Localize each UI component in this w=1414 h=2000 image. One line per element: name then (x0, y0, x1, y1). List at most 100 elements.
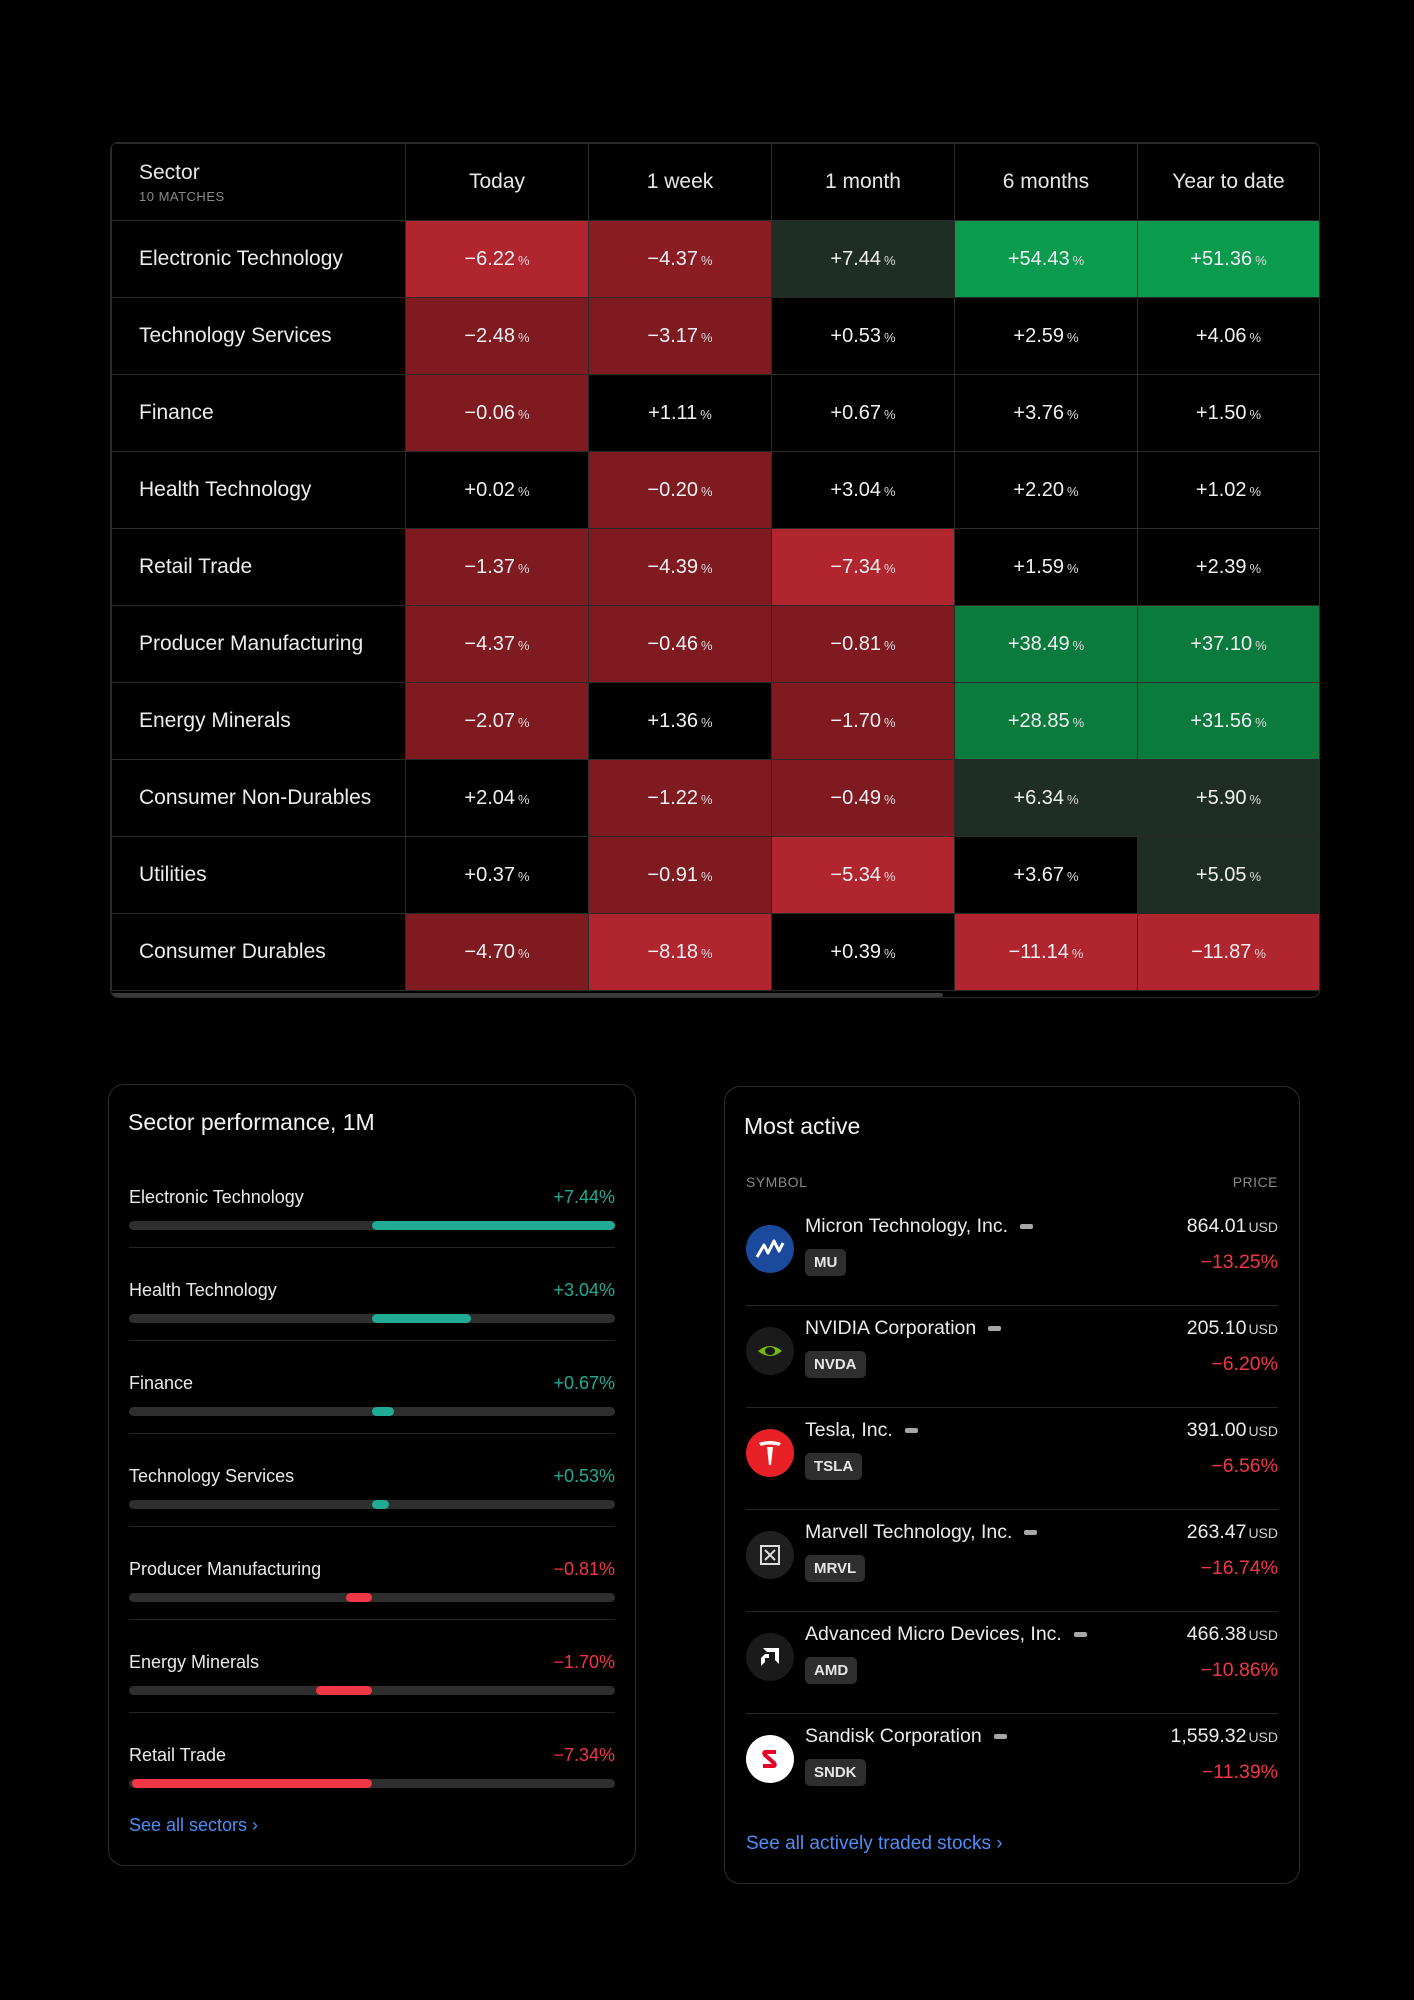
stock-row[interactable]: Advanced Micro Devices, Inc. AMD 466.38 USD… (746, 1613, 1278, 1715)
heatmap-cell: −4.70% (405, 913, 589, 991)
stock-row[interactable]: Micron Technology, Inc. MU 864.01 USD −13.25… (746, 1205, 1278, 1307)
sector-name-cell[interactable]: Utilities (111, 836, 406, 914)
sector-performance-item[interactable]: Producer Manufacturing −0.81% (129, 1549, 615, 1642)
sector-name-cell[interactable]: Consumer Non-Durables (111, 759, 406, 837)
sector-name-cell[interactable]: Health Technology (111, 451, 406, 529)
stock-name[interactable]: Sandisk Corporation (805, 1725, 1007, 1748)
ticker-badge[interactable]: MRVL (805, 1555, 866, 1582)
sector-change-value: −7.34% (553, 1745, 615, 1765)
percent-unit: % (884, 714, 896, 730)
sector-name-cell[interactable]: Retail Trade (111, 528, 406, 606)
heatmap-cell: +2.59% (954, 297, 1138, 375)
percent-unit: % (700, 406, 712, 422)
sector-name-cell[interactable]: Energy Minerals (111, 682, 406, 760)
heatmap-row[interactable]: Health Technology +0.02% −0.20% +3.04% +2.20… (111, 451, 1319, 529)
heatmap-row[interactable]: Energy Minerals −2.07% +1.36% −1.70% +28.85%… (111, 682, 1319, 760)
sector-performance-item[interactable]: Technology Services +0.53% (129, 1456, 615, 1549)
stock-row[interactable]: Sandisk Corporation SNDK 1,559.32 USD −11.39… (746, 1715, 1278, 1817)
sector-performance-item[interactable]: Health Technology +3.04% (129, 1270, 615, 1363)
heatmap-cell: +1.36% (588, 682, 772, 760)
ticker-badge[interactable]: TSLA (805, 1453, 863, 1480)
sector-performance-item[interactable]: Electronic Technology +7.44% (129, 1177, 615, 1270)
stock-row[interactable]: NVIDIA Corporation NVDA 205.10 USD −6.20% (746, 1307, 1278, 1409)
sector-performance-item[interactable]: Finance +0.67% (129, 1363, 615, 1456)
divider (746, 1305, 1278, 1306)
stock-name[interactable]: Advanced Micro Devices, Inc. (805, 1623, 1087, 1646)
heatmap-cell: −8.18% (588, 913, 772, 991)
percent-unit: % (701, 483, 713, 499)
ticker-badge[interactable]: SNDK (805, 1759, 866, 1786)
ticker-badge[interactable]: AMD (805, 1657, 858, 1684)
cell-value: −4.37 (647, 247, 699, 270)
cell-value: +1.50 (1195, 401, 1247, 424)
stock-change: −6.56% (1211, 1455, 1278, 1477)
percent-unit: % (1067, 791, 1079, 807)
column-header-6-months[interactable]: 6 months (954, 143, 1138, 221)
percent-unit: % (884, 483, 896, 499)
horizontal-scrollbar[interactable] (111, 993, 943, 997)
heatmap-cell: −0.46% (588, 605, 772, 683)
heatmap-row[interactable]: Finance −0.06% +1.11% +0.67% +3.76% +1.50% (111, 374, 1319, 452)
performance-bar-fill (316, 1686, 372, 1695)
divider (746, 1713, 1278, 1714)
column-header-1-week[interactable]: 1 week (588, 143, 772, 221)
see-all-sectors-link[interactable]: See all sectors › (129, 1815, 259, 1835)
stock-name[interactable]: Tesla, Inc. (805, 1419, 918, 1442)
cell-value: +0.53 (830, 324, 882, 347)
divider (129, 1619, 615, 1620)
sector-name-cell[interactable]: Technology Services (111, 297, 406, 375)
stock-name[interactable]: NVIDIA Corporation (805, 1317, 1002, 1340)
column-header-today[interactable]: Today (405, 143, 589, 221)
heatmap-cell: −2.07% (405, 682, 589, 760)
ticker-badge[interactable]: MU (805, 1249, 847, 1276)
heatmap-cell: −6.22% (405, 220, 589, 298)
performance-bar-fill (372, 1407, 394, 1416)
heatmap-cell: +0.02% (405, 451, 589, 529)
see-all-active-stocks-link[interactable]: See all actively traded stocks › (746, 1833, 1003, 1854)
sector-name-cell[interactable]: Consumer Durables (111, 913, 406, 991)
sector-name: Electronic Technology (129, 1187, 304, 1207)
performance-bar-track (129, 1221, 615, 1230)
heatmap-cell: +1.11% (588, 374, 772, 452)
column-header-1-month[interactable]: 1 month (771, 143, 955, 221)
cell-value: +0.67 (830, 401, 882, 424)
percent-unit: % (1249, 406, 1262, 422)
percent-unit: % (1067, 483, 1079, 499)
heatmap-row[interactable]: Utilities +0.37% −0.91% −5.34% +3.67% +5.05% (111, 836, 1319, 914)
market-status-icon (988, 1326, 1002, 1332)
sector-name-cell[interactable]: Producer Manufacturing (111, 605, 406, 683)
heatmap-row[interactable]: Retail Trade −1.37% −4.39% −7.34% +1.59% +2.3… (111, 528, 1319, 606)
percent-unit: % (518, 560, 530, 576)
stock-name[interactable]: Marvell Technology, Inc. (805, 1521, 1038, 1544)
percent-unit: % (1067, 406, 1079, 422)
stock-row[interactable]: Tesla, Inc. TSLA 391.00 USD −6.56% (746, 1409, 1278, 1511)
heatmap-row[interactable]: Producer Manufacturing −4.37% −0.46% −0.81%… (111, 605, 1319, 683)
sector-performance-item[interactable]: Energy Minerals −1.70% (129, 1642, 615, 1735)
column-header-year-to-date[interactable]: Year to date (1137, 143, 1319, 221)
sector-performance-title: Sector performance, 1M (128, 1109, 375, 1135)
cell-value: −0.81 (830, 632, 882, 655)
sector-performance-item[interactable]: Retail Trade −7.34% (129, 1735, 615, 1828)
cell-value: +1.11 (648, 401, 698, 424)
stock-price: 391.00 USD (1187, 1419, 1278, 1442)
sector-name-cell[interactable]: Finance (111, 374, 406, 452)
percent-unit: % (701, 791, 713, 807)
cell-value: +5.90 (1195, 786, 1247, 809)
sector-name-cell[interactable]: Electronic Technology (111, 220, 406, 298)
stock-name[interactable]: Micron Technology, Inc. (805, 1215, 1034, 1238)
heatmap-row[interactable]: Technology Services −2.48% −3.17% +0.53% +2.… (111, 297, 1319, 375)
cell-value: −2.07 (464, 709, 516, 732)
price-value: 391.00 (1186, 1419, 1247, 1441)
sector-column-header[interactable]: Sector 10 MATCHES (111, 143, 406, 221)
heatmap-cell: +28.85% (954, 682, 1138, 760)
heatmap-cell: −4.37% (588, 220, 772, 298)
ticker-badge[interactable]: NVDA (805, 1351, 866, 1378)
cell-value: +38.49 (1007, 632, 1070, 655)
stock-row[interactable]: Marvell Technology, Inc. MRVL 263.47 USD −16… (746, 1511, 1278, 1613)
heatmap-row[interactable]: Consumer Durables −4.70% −8.18% +0.39% −11.1… (111, 913, 1319, 991)
stock-name-text: Micron Technology, Inc. (805, 1215, 1009, 1237)
heatmap-row[interactable]: Electronic Technology −6.22% −4.37% +7.44% +… (111, 220, 1319, 298)
heatmap-cell: +3.67% (954, 836, 1138, 914)
cell-value: +2.04 (464, 786, 516, 809)
heatmap-row[interactable]: Consumer Non-Durables +2.04% −1.22% −0.49% +… (111, 759, 1319, 837)
